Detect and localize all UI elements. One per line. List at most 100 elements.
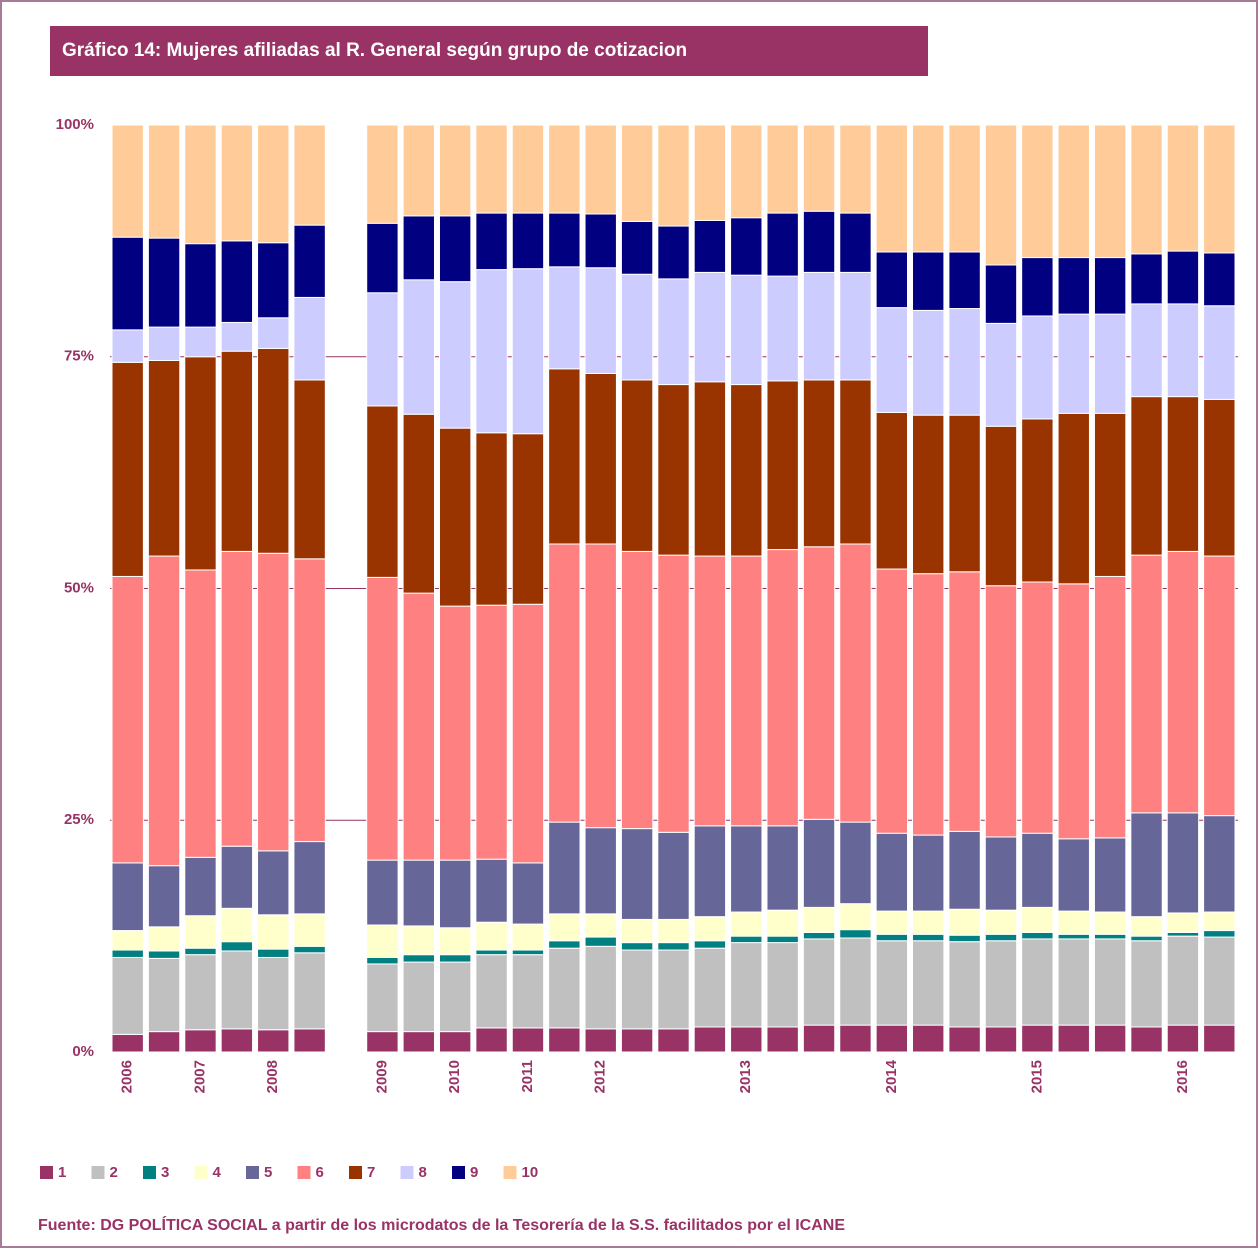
bar-segment [766,549,799,827]
bar-segment [620,379,654,552]
bar-segment [1166,1024,1200,1053]
bar-segment [475,858,508,923]
bar-segment [584,827,617,915]
bar-segment [657,278,690,386]
bar-segment [766,909,799,937]
bar-segment [220,845,254,909]
legend-swatch [143,1166,156,1179]
bar-segment [402,925,435,956]
bar-segment [184,915,217,949]
bar-segment [620,1028,654,1053]
bar-segment [1130,916,1163,937]
bar-segment [1203,555,1236,817]
bar-segment [1093,257,1127,315]
legend-swatch [246,1166,259,1179]
bar-segment [511,433,545,605]
bar-segment [257,948,290,958]
bar-segment [293,558,326,843]
bar-segment [147,124,181,239]
bar-segment [620,220,654,275]
bar-segment [1130,1026,1163,1053]
bar-segment [1166,550,1200,814]
bar-segment [839,124,872,214]
bar-segment [802,271,836,381]
bar-segment [1203,1024,1236,1053]
bar-segment [766,825,799,911]
x-tick-label: 2007 [191,1060,208,1093]
legend-label: 8 [419,1164,427,1181]
bar-segment [511,212,545,270]
bar-segment [839,1024,872,1053]
bar-segment [293,952,326,1030]
bar-segment [293,224,326,298]
bar-segment [730,124,763,219]
bar-segment [984,264,1018,324]
bar-segment [657,949,690,1030]
legend-label: 4 [213,1164,222,1181]
bar-segment [366,405,399,578]
bar-segment [475,954,508,1029]
bar-segment [475,212,508,271]
chart-title: Gráfico 14: Mujeres afiliadas al R. Gene… [62,40,687,61]
bar-segment [1021,418,1054,583]
legend-swatch [503,1166,517,1179]
bar-segment [657,554,690,833]
bar-segment [147,359,181,557]
bar-segment [438,215,472,283]
bar-segment [693,219,727,273]
bar-segment [257,242,290,319]
bar-segment [511,268,545,435]
bar-segment [1057,583,1090,840]
bar-segment [912,573,945,836]
bar-segment [984,933,1018,942]
legend-swatch [40,1166,53,1179]
bar-segment [220,550,254,847]
bar-segment [839,271,872,381]
bar-segment [220,941,254,952]
bar-segment [657,918,690,944]
bar-segment [1093,1024,1127,1053]
bar-segment [657,942,690,951]
bar-segment [147,326,181,361]
bar-segment [111,862,144,932]
bar-segment [293,841,326,915]
bar-segment [948,830,981,910]
x-tick-label: 2006 [119,1060,136,1093]
bar-segment [984,940,1018,1028]
bar-segment [984,322,1018,427]
bar-segment [475,269,508,434]
bar-segment [111,930,144,951]
bar-segment [766,212,799,277]
legend-swatch [297,1166,311,1179]
bar-segment [366,292,399,407]
bar-segment [693,1026,727,1053]
bar-segment [184,356,217,571]
bar-segment [1021,315,1054,420]
bar-segment [1203,815,1236,913]
bar-segment [766,380,799,551]
bar-segment [1057,910,1090,935]
bar-segment [730,555,763,827]
bar-segment [257,317,290,349]
bar-segment [1166,303,1200,398]
bar-segment [948,1026,981,1053]
bar-segment [1057,1024,1090,1053]
bar-segment [802,906,836,933]
bar-segment [730,384,763,557]
bar-segment [620,828,654,920]
bar-segment [839,212,872,273]
y-tick-label: 100% [56,116,94,133]
bar-segment [657,384,690,556]
bar-segment [257,552,290,852]
bar-segment [184,243,217,328]
bar-segment [984,425,1018,587]
bar-segment [402,215,435,281]
bar-segment [511,603,545,864]
bar-segment [220,907,254,943]
bar-segment [438,605,472,861]
bar-segment [257,347,290,554]
bar-segment [1057,257,1090,315]
bar-segment [257,124,290,244]
bar-segment [912,309,945,416]
